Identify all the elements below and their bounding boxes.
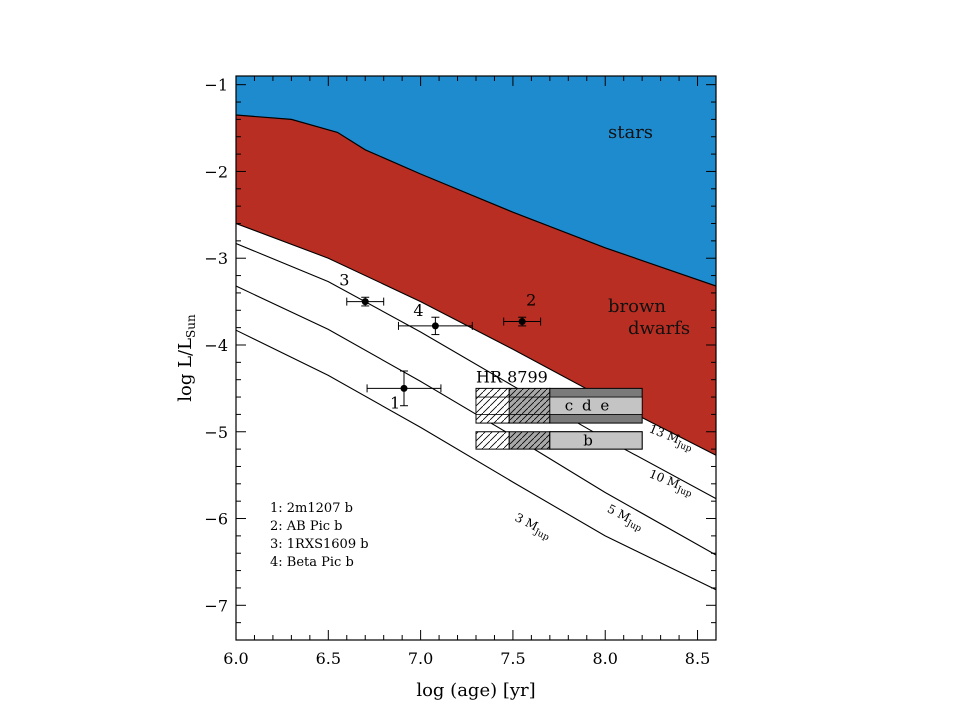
object-point: [361, 298, 369, 306]
object-2: 2: [503, 291, 542, 327]
svg-text:log L/LSun: log L/LSun: [175, 314, 198, 402]
brown-dwarfs-region: [236, 115, 716, 456]
y-tick-label: −3: [204, 249, 228, 268]
hr8799-b-bar-hatch-dark: [508, 431, 551, 450]
svg-text:3 MJup: 3 MJup: [511, 510, 554, 543]
x-tick-label: 7.5: [500, 649, 525, 668]
x-tick-label: 6.5: [316, 649, 341, 668]
y-axis-label-main: log L/L: [175, 338, 196, 402]
mass-track-label: 3 MJup: [511, 510, 554, 543]
y-tick-label: −2: [204, 162, 228, 181]
x-axis-label: log (age) [yr]: [416, 680, 535, 701]
mass-track-label: 5 MJup: [604, 502, 647, 535]
mass-track-line: [236, 329, 716, 591]
y-tick-label: −7: [204, 596, 228, 615]
object-point: [518, 318, 526, 326]
object-label: 3: [339, 271, 349, 290]
hr8799-b-bar-hatch-light: [475, 431, 510, 450]
legend: 1: 2m1207 b 2: AB Pic b 3: 1RXS1609 b 4:…: [270, 501, 369, 570]
y-tick-label: −4: [204, 336, 228, 355]
x-tick-label: 7.0: [408, 649, 433, 668]
y-tick-label: −5: [204, 423, 228, 442]
x-tick-label: 8.5: [685, 649, 710, 668]
legend-entry-3: 3: 1RXS1609 b: [270, 537, 369, 552]
region-label-stars: stars: [608, 122, 653, 143]
x-tick-label: 8.0: [593, 649, 618, 668]
object-label: 1: [390, 393, 400, 412]
hr8799-b-text: b: [583, 431, 593, 449]
legend-entry-4: 4: Beta Pic b: [270, 555, 354, 570]
hr8799-cde-inner-dark: [508, 396, 551, 415]
legend-entry-2: 2: AB Pic b: [270, 519, 343, 534]
region-label-dwarfs: dwarfs: [628, 318, 690, 339]
object-1: 1: [366, 370, 442, 412]
hr8799-cde-inner-solid: [549, 396, 643, 415]
object-label: 2: [526, 291, 536, 310]
x-tick-label: 6.0: [223, 649, 248, 668]
object-point: [400, 384, 408, 392]
hr8799-b-inner-solid: [549, 431, 643, 450]
hr8799-cde-text: c d e: [565, 397, 611, 415]
legend-entry-1: 1: 2m1207 b: [270, 501, 353, 516]
object-3: 3: [339, 271, 385, 307]
object-point: [431, 322, 439, 330]
svg-text:5 MJup: 5 MJup: [604, 502, 647, 535]
y-axis-label: log L/LSun: [175, 314, 198, 402]
stars-region: [236, 76, 716, 286]
mass-track-label-sub: Jup: [674, 485, 693, 500]
object-4: 4: [397, 301, 473, 336]
region-label-brown: brown: [608, 296, 666, 317]
mass-track-line: [236, 285, 716, 556]
y-axis-label-sub: Sun: [184, 314, 198, 338]
y-tick-label: −6: [204, 510, 228, 529]
stars-boundary-line: [236, 114, 716, 287]
object-label: 4: [413, 301, 423, 320]
hr8799-label: HR 8799: [476, 367, 548, 386]
hr8799-cde-inner-light: [475, 396, 510, 415]
y-tick-label: −1: [204, 76, 228, 95]
